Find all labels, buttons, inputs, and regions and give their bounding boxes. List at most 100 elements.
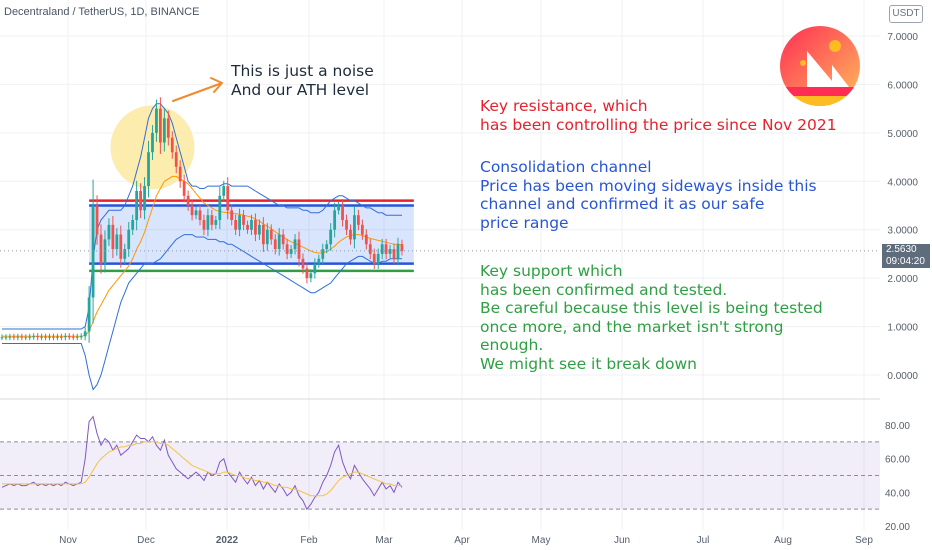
candle-body — [131, 220, 135, 230]
candle-body — [301, 258, 305, 269]
annotation-line: has been confirmed and tested. — [480, 280, 728, 299]
candle-body — [364, 234, 368, 245]
candle-body — [380, 244, 384, 254]
candle-body — [400, 244, 404, 251]
candle-body — [246, 224, 249, 230]
symbol-title[interactable]: Decentraland / TetherUS, 1D, BINANCE — [4, 6, 200, 18]
rsi-band-fill — [0, 441, 880, 510]
candle-body — [60, 336, 63, 338]
candle-body — [325, 244, 329, 250]
annotation-line: Key support which — [480, 262, 623, 280]
candle-body — [261, 224, 265, 245]
current-price-value: 2.5630 — [886, 244, 917, 255]
candle-body — [214, 220, 218, 225]
candle-body — [305, 268, 309, 279]
price-axis[interactable]: 7.0000 6.0000 5.0000 4.0000 3.0000 2.0000 1.00… — [885, 32, 918, 533]
candle-body — [174, 152, 178, 167]
candle-body — [63, 336, 67, 338]
candle-body — [186, 195, 190, 206]
annotation-line: price range — [480, 213, 569, 232]
rsi-panel — [0, 415, 880, 511]
candle-body — [166, 118, 170, 138]
chart-background — [0, 0, 880, 550]
candle-body — [8, 336, 12, 338]
candle-body — [265, 229, 269, 245]
price-tick-label: 3.0000 — [887, 226, 918, 237]
bollinger-lower-line — [2, 234, 402, 391]
annotation-line: We might see it break down — [480, 354, 697, 373]
time-tick-label: May — [532, 535, 551, 546]
time-axis[interactable]: Nov Dec 2022 Feb Mar Apr May Jun Jul Aug Sep — [59, 535, 873, 546]
candle-body — [155, 108, 158, 133]
candle-body — [32, 336, 36, 338]
candle-body — [40, 336, 43, 338]
candle-body — [56, 336, 59, 338]
price-tick-label: 2.0000 — [887, 274, 918, 285]
candle-body — [83, 331, 87, 337]
candle-body — [396, 244, 400, 259]
annotation-line: Consolidation channel — [480, 158, 652, 176]
time-tick-label: Aug — [774, 535, 792, 546]
candle-body — [20, 336, 24, 338]
candle-body — [368, 244, 372, 254]
time-tick-label: Nov — [59, 535, 77, 546]
candle-body — [234, 220, 238, 230]
price-tick-label: 0.0000 — [887, 371, 918, 382]
candle-body — [67, 336, 71, 338]
price-tick-label: 4.0000 — [887, 177, 918, 188]
candle-body — [143, 186, 146, 211]
candle-body — [0, 337, 4, 339]
candle-body — [162, 118, 166, 143]
annotation-line: Price has been moving sideways inside th… — [480, 176, 817, 195]
rsi-ma-line — [2, 441, 402, 497]
rsi-tick-label: 20.00 — [885, 522, 910, 533]
bollinger-upper-line — [2, 103, 402, 330]
candle-body — [277, 234, 281, 250]
time-tick-label: Jul — [697, 535, 710, 546]
time-tick-label: Mar — [375, 535, 393, 546]
candle-body — [71, 336, 75, 338]
candle-body — [87, 297, 91, 332]
annotation-line: channel and confirmed it as our safe — [480, 195, 765, 213]
candle-body — [345, 220, 348, 230]
candle-body — [95, 205, 99, 235]
time-tick-label: Dec — [137, 535, 155, 546]
candle-body — [273, 239, 277, 250]
candle-body — [139, 190, 142, 211]
time-tick-label: Sep — [855, 535, 873, 546]
candle-body — [111, 224, 115, 250]
candle-body — [182, 181, 186, 196]
candle-body — [4, 337, 8, 339]
candle-body — [190, 205, 194, 216]
candle-body — [28, 336, 32, 338]
candle-body — [79, 336, 83, 338]
current-price-label: 2.5630 09:04:20 — [882, 244, 930, 268]
arrow-icon — [172, 77, 223, 102]
annotation-line: Key resistance, which — [480, 97, 648, 115]
candle-body — [392, 249, 396, 259]
candle-body — [309, 273, 313, 279]
candle-body — [293, 239, 297, 250]
candle-body — [317, 258, 321, 264]
annotation-support: Key support which has been confirmed and… — [480, 262, 823, 373]
candle-body — [115, 234, 119, 250]
currency-badge[interactable]: USDT — [889, 5, 923, 23]
candle-body — [147, 152, 150, 187]
candle-body — [388, 249, 392, 254]
candle-body — [337, 205, 340, 211]
annotation-channel: Consolidation channel Price has been mov… — [480, 158, 817, 232]
candle-body — [349, 229, 352, 240]
rsi-tick-label: 60.00 — [885, 455, 910, 466]
candle-body — [230, 210, 234, 221]
candle-body — [194, 210, 198, 216]
candle-body — [242, 215, 245, 225]
rsi-tick-label: 40.00 — [885, 488, 910, 499]
candle-body — [24, 337, 28, 339]
bar-countdown: 09:04:20 — [886, 256, 925, 267]
candle-body — [250, 220, 253, 230]
candle-body — [48, 336, 51, 338]
candle-body — [91, 205, 95, 298]
candle-body — [360, 224, 364, 235]
decentraland-logo-icon — [780, 26, 860, 106]
